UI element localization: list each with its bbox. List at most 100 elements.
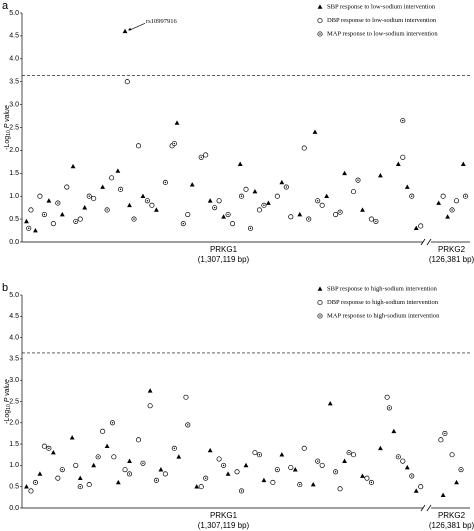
point (261, 202, 267, 208)
point-dot (200, 156, 202, 158)
point-ring (147, 403, 153, 409)
point (216, 456, 222, 462)
y-tick-label: 2.0 (9, 420, 19, 427)
point (458, 467, 464, 473)
point (149, 202, 155, 208)
point-ring (256, 207, 262, 213)
point (59, 211, 65, 217)
point-ring (317, 17, 323, 24)
point (238, 193, 245, 199)
point-ring (73, 462, 79, 468)
point (243, 186, 249, 192)
point (46, 198, 52, 203)
point-ring (135, 437, 142, 443)
y-tick-label: 3.5 (9, 79, 19, 86)
point (288, 214, 294, 220)
point-ring (185, 211, 191, 218)
point (364, 475, 370, 481)
point-ring (319, 462, 325, 468)
point (207, 447, 213, 453)
point (32, 479, 38, 485)
point (312, 129, 318, 134)
gene-name: PRKG1 (210, 245, 238, 254)
point-dot (258, 454, 261, 456)
point-dot (249, 227, 252, 229)
text-part: -Log (4, 410, 11, 424)
point (162, 471, 168, 477)
y-tick-label: 0.5 (9, 484, 19, 491)
point-dot (146, 200, 149, 202)
point-ring (243, 186, 249, 192)
point (212, 205, 218, 211)
point (216, 198, 222, 204)
point-ring (64, 184, 70, 190)
point (174, 120, 180, 125)
point (409, 473, 415, 479)
y-tick-label: 1.5 (9, 170, 19, 177)
gene-size: (1,307,119 bp) (198, 255, 250, 264)
point-ring (198, 484, 204, 490)
point (77, 216, 83, 222)
point-dot (119, 188, 122, 191)
point (413, 225, 419, 231)
point (135, 143, 142, 149)
point-ring (288, 214, 294, 220)
point (386, 405, 392, 411)
point-ring (350, 189, 357, 195)
point-ring (418, 484, 424, 490)
point (274, 193, 280, 199)
point-dot (111, 422, 114, 424)
point-dot (411, 475, 413, 477)
point (274, 467, 280, 473)
point (26, 225, 32, 231)
y-tick-label: 4.0 (9, 56, 19, 63)
point (301, 145, 307, 151)
point-dot (227, 213, 229, 216)
y-tick-label: 3.0 (9, 377, 19, 384)
point-dot (263, 204, 265, 207)
point (445, 214, 450, 219)
point (100, 428, 106, 434)
series (26, 118, 469, 231)
point (460, 161, 466, 166)
point-ring (100, 428, 106, 434)
point (37, 193, 43, 199)
legend-marker (317, 299, 323, 306)
point (154, 207, 159, 212)
point (37, 471, 43, 476)
point (122, 28, 128, 34)
point (350, 452, 357, 458)
point-ring (288, 464, 294, 471)
point (395, 454, 401, 460)
point (256, 452, 262, 458)
point-dot (240, 195, 243, 197)
point (198, 154, 204, 160)
point (400, 118, 406, 124)
legend-label: DBP response to high-sodium intervention (327, 299, 439, 306)
point (266, 200, 271, 205)
point-dot (173, 142, 176, 145)
point (28, 488, 34, 494)
point (50, 450, 56, 455)
point (256, 207, 262, 213)
point (203, 475, 209, 481)
point-dot (464, 195, 467, 197)
point (153, 477, 159, 483)
point-dot (187, 424, 189, 426)
point (64, 184, 70, 190)
point (135, 437, 142, 443)
point (404, 184, 410, 189)
point-dot (133, 218, 135, 220)
point-dot (334, 471, 337, 473)
point-ring (319, 202, 325, 208)
point (221, 214, 226, 219)
point (360, 207, 365, 212)
point (337, 209, 343, 215)
legend-label: MAP response to low-sodium intervention (327, 30, 438, 37)
y-tick-label: 2.5 (9, 124, 19, 131)
point-dot (375, 220, 377, 223)
legend-label: DBP response to low-sodium intervention (327, 17, 437, 24)
point (378, 172, 383, 178)
point-ring (55, 475, 61, 481)
